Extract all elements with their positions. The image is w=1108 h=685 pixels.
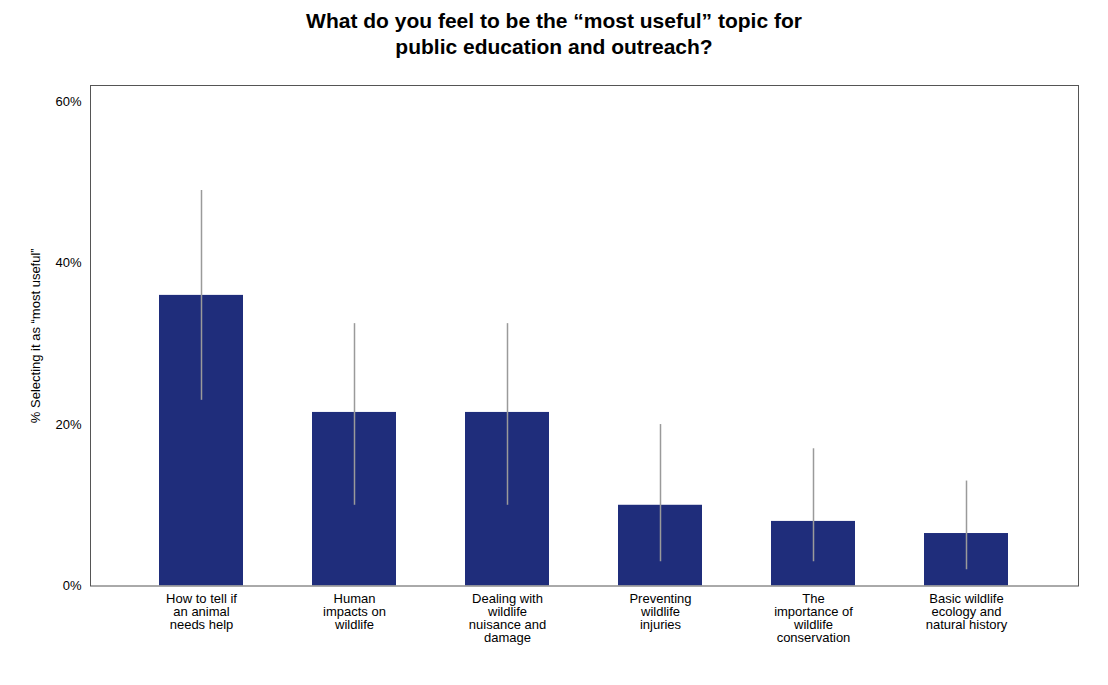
svg-text:20%: 20%: [55, 416, 81, 431]
svg-text:Theimportance ofwildlifeconser: Theimportance ofwildlifeconservation: [774, 591, 853, 645]
svg-text:How to tell ifan animalneeds h: How to tell ifan animalneeds help: [166, 591, 237, 632]
svg-text:40%: 40%: [55, 255, 81, 270]
html-text:What do you feel to be the “mo: What do you feel to be the “most useful”…: [306, 9, 802, 59]
svg-text:Preventingwildlifeinjuries: Preventingwildlifeinjuries: [629, 591, 691, 632]
svg-text:60%: 60%: [55, 93, 81, 108]
svg-text:0%: 0%: [63, 578, 82, 593]
svg-text:Basic wildlifeecology andnatur: Basic wildlifeecology andnatural history: [926, 591, 1008, 632]
svg-text:Humanimpacts onwildlife: Humanimpacts onwildlife: [323, 591, 386, 632]
svg-text:Dealing withwildlifenuisance a: Dealing withwildlifenuisance anddamage: [469, 591, 546, 645]
svg-text:% Selecting it as “most useful: % Selecting it as “most useful”: [28, 248, 43, 423]
